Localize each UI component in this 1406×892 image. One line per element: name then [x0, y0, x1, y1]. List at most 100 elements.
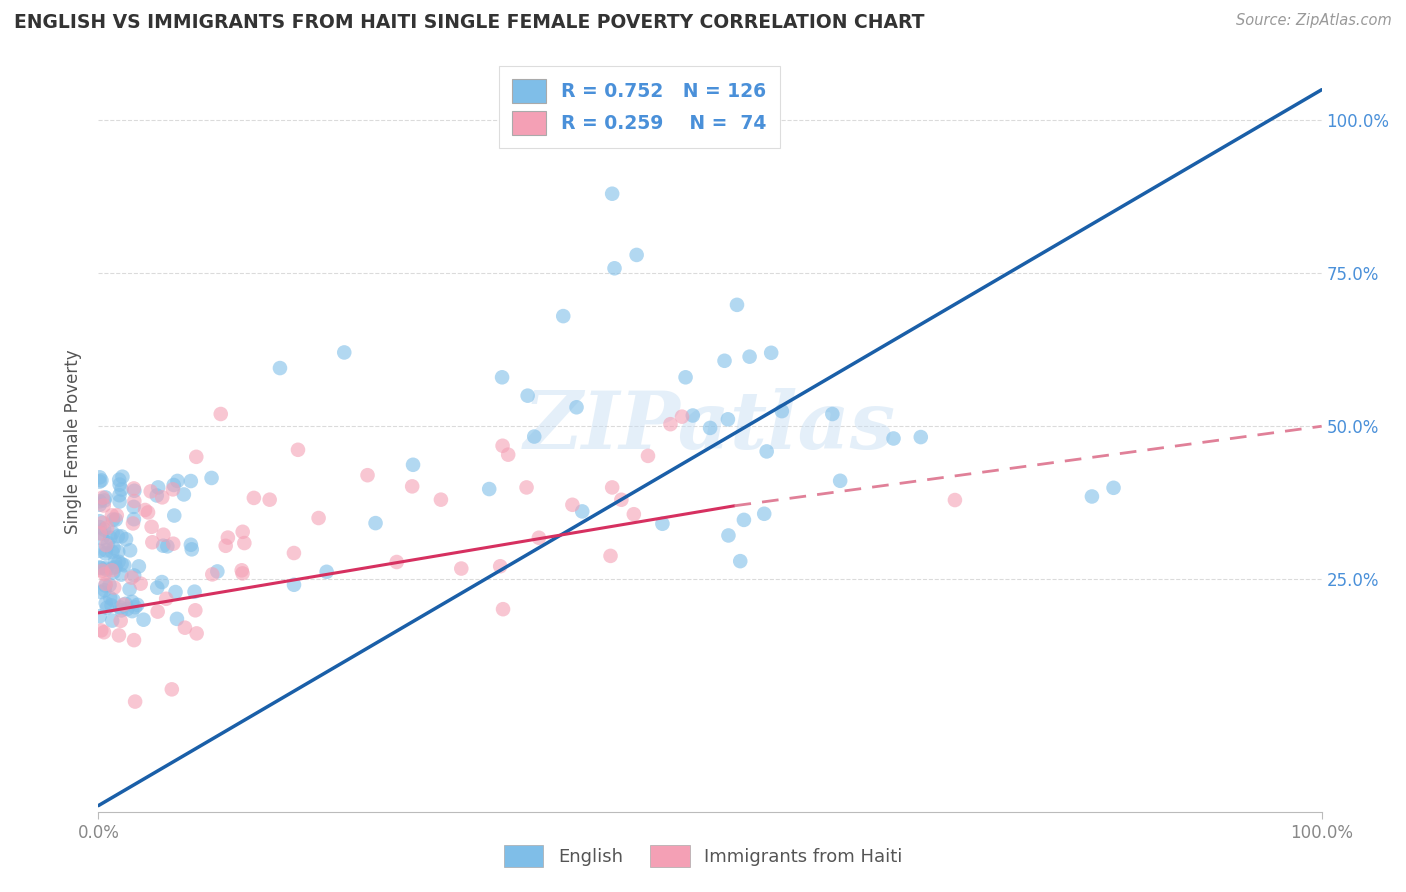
Point — [98, 531, 121, 545]
Point — [180, 474, 202, 488]
Point — [173, 487, 195, 501]
Point — [96, 600, 118, 615]
Point — [207, 565, 229, 579]
Point — [110, 483, 132, 497]
Point — [156, 539, 179, 553]
Point — [180, 538, 202, 552]
Point — [91, 564, 114, 578]
Point — [496, 448, 519, 462]
Point — [623, 507, 645, 521]
Point — [162, 483, 184, 497]
Point — [215, 539, 238, 553]
Point — [89, 560, 111, 574]
Point — [516, 389, 538, 403]
Point — [152, 527, 174, 541]
Point — [385, 555, 408, 569]
Point — [90, 624, 112, 638]
Point — [89, 494, 111, 508]
Point — [402, 458, 425, 472]
Text: ENGLISH VS IMMIGRANTS FROM HAITI SINGLE FEMALE POVERTY CORRELATION CHART: ENGLISH VS IMMIGRANTS FROM HAITI SINGLE … — [14, 13, 925, 32]
Point — [600, 480, 623, 494]
Point — [571, 504, 593, 518]
Point — [163, 508, 186, 523]
Point — [121, 595, 143, 609]
Point — [651, 516, 673, 531]
Point — [561, 498, 583, 512]
Point — [671, 409, 693, 424]
Point — [283, 578, 305, 592]
Point — [713, 353, 735, 368]
Point — [101, 512, 124, 526]
Point — [124, 695, 146, 709]
Point — [910, 430, 932, 444]
Point — [96, 563, 118, 577]
Point — [523, 429, 546, 443]
Text: ZIPatlas: ZIPatlas — [524, 388, 896, 466]
Point — [183, 584, 205, 599]
Point — [491, 370, 513, 384]
Point — [943, 493, 966, 508]
Point — [89, 470, 111, 484]
Point — [527, 531, 550, 545]
Point — [430, 492, 453, 507]
Point — [94, 577, 117, 591]
Point — [150, 575, 173, 590]
Point — [755, 444, 778, 458]
Point — [105, 508, 128, 523]
Point — [90, 474, 112, 488]
Point — [89, 475, 111, 489]
Point — [761, 346, 783, 360]
Point — [201, 567, 224, 582]
Point — [122, 482, 145, 496]
Point — [91, 516, 114, 530]
Point — [134, 503, 156, 517]
Legend: R = 0.752   N = 126, R = 0.259    N =  74: R = 0.752 N = 126, R = 0.259 N = 74 — [499, 66, 779, 148]
Point — [603, 261, 626, 276]
Point — [141, 520, 163, 534]
Point — [94, 491, 117, 505]
Point — [283, 546, 305, 560]
Point — [104, 554, 127, 568]
Point — [699, 421, 721, 435]
Point — [269, 361, 291, 376]
Point — [821, 407, 844, 421]
Point — [478, 482, 501, 496]
Point — [659, 417, 682, 432]
Point — [146, 480, 169, 494]
Point — [515, 480, 537, 494]
Point — [93, 566, 115, 581]
Point — [770, 404, 793, 418]
Point — [124, 600, 146, 615]
Point — [94, 561, 117, 575]
Point — [165, 585, 187, 599]
Point — [94, 596, 117, 610]
Point — [111, 469, 134, 483]
Point — [610, 492, 633, 507]
Point — [104, 513, 127, 527]
Point — [128, 559, 150, 574]
Point — [104, 560, 127, 574]
Point — [115, 602, 138, 616]
Point — [107, 555, 129, 569]
Point — [93, 523, 115, 537]
Point — [112, 598, 135, 612]
Point — [101, 508, 124, 523]
Point — [115, 533, 138, 547]
Point — [141, 535, 163, 549]
Point — [728, 554, 751, 568]
Point — [738, 350, 761, 364]
Point — [118, 582, 141, 597]
Point — [231, 563, 253, 577]
Point — [94, 543, 117, 558]
Point — [186, 450, 208, 464]
Point — [101, 614, 124, 628]
Point — [89, 543, 111, 558]
Point — [132, 613, 155, 627]
Point — [129, 576, 152, 591]
Legend: English, Immigrants from Haiti: English, Immigrants from Haiti — [496, 838, 910, 874]
Point — [122, 512, 145, 526]
Point — [124, 483, 146, 498]
Point — [186, 626, 208, 640]
Point — [101, 545, 124, 559]
Point — [717, 412, 740, 426]
